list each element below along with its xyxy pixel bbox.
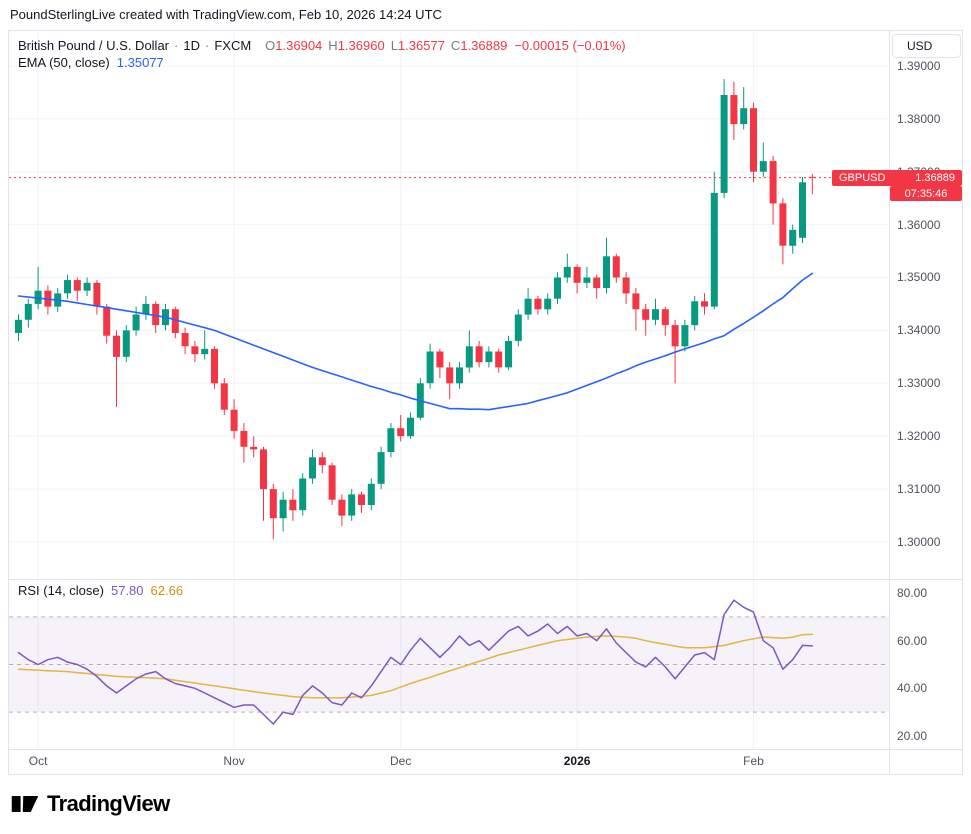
- last-price-label: GBPUSD 1.36889: [832, 170, 962, 186]
- price-tick-label: 1.30000: [897, 534, 941, 549]
- time-tick-label: Oct: [28, 754, 48, 768]
- time-tick-label: 2026: [563, 754, 591, 768]
- price-tick-label: 1.33000: [897, 376, 941, 391]
- ema-legend-row: EMA (50, close) 1.35077: [18, 54, 626, 71]
- symbol-title[interactable]: British Pound / U.S. Dollar: [18, 38, 170, 53]
- open-label: O: [265, 38, 276, 53]
- tradingview-logo-text: TradingView: [47, 791, 170, 816]
- ema-study-value: 1.35077: [116, 55, 164, 70]
- low-label: L: [390, 38, 398, 53]
- rsi-legend: RSI (14, close) 57.80 62.66: [18, 583, 190, 598]
- price-tick-label: 1.34000: [897, 323, 941, 338]
- interval-label[interactable]: 1D: [183, 38, 200, 53]
- time-tick-label: Nov: [223, 754, 245, 768]
- pane-separator[interactable]: [9, 579, 962, 580]
- time-tick-label: Dec: [390, 754, 412, 768]
- price-tick-label: 40.00: [897, 681, 928, 696]
- chart-widget: British Pound / U.S. Dollar · 1D · FXCM …: [8, 30, 963, 775]
- last-price-value: 1.36889: [915, 172, 955, 184]
- price-axis[interactable]: 1.390001.380001.370001.360001.350001.340…: [890, 31, 962, 748]
- price-tick-label: 60.00: [897, 633, 928, 648]
- ema-study-label[interactable]: EMA (50, close): [18, 55, 110, 70]
- price-tick-label: 1.39000: [897, 58, 941, 73]
- price-axis-separator: [889, 31, 890, 774]
- ohlc-values: O 1.36904 H 1.36960 L 1.36577 C 1.36889 −0.0…: [259, 38, 625, 53]
- price-tick-label: 1.32000: [897, 429, 941, 444]
- separator-dot: ·: [174, 38, 179, 53]
- price-tick-label: 20.00: [897, 728, 928, 743]
- rsi-ma-value: 62.66: [150, 583, 184, 598]
- high-label: H: [328, 38, 338, 53]
- price-tick-label: 80.00: [897, 586, 928, 601]
- symbol-legend-row: British Pound / U.S. Dollar · 1D · FXCM …: [18, 37, 626, 54]
- last-price-symbol: GBPUSD: [839, 172, 886, 184]
- separator-dot: ·: [204, 38, 210, 53]
- bar-countdown-label: 07:35:46: [890, 186, 962, 201]
- main-price-chart[interactable]: [9, 31, 889, 579]
- open-value: 1.36904: [275, 38, 323, 53]
- attribution-text: PoundSterlingLive created with TradingVi…: [10, 7, 442, 22]
- tradingview-logo-icon: [11, 796, 39, 812]
- exchange-label: FXCM: [214, 38, 252, 53]
- rsi-study-value: 57.80: [110, 583, 144, 598]
- time-axis-separator: [9, 749, 962, 750]
- time-tick-label: Feb: [743, 754, 764, 768]
- close-value: 1.36889: [460, 38, 508, 53]
- close-label: C: [450, 38, 461, 53]
- currency-unit-button[interactable]: USD: [892, 34, 961, 58]
- price-tick-label: 1.31000: [897, 482, 941, 497]
- rsi-study-label[interactable]: RSI (14, close): [18, 583, 104, 598]
- price-tick-label: 1.38000: [897, 111, 941, 126]
- chart-legend: British Pound / U.S. Dollar · 1D · FXCM …: [18, 37, 626, 71]
- price-tick-label: 1.35000: [897, 270, 941, 285]
- low-value: 1.36577: [397, 38, 445, 53]
- rsi-indicator-pane[interactable]: [9, 579, 889, 749]
- high-value: 1.36960: [337, 38, 385, 53]
- tradingview-footer[interactable]: TradingView: [10, 791, 170, 817]
- price-tick-label: 1.36000: [897, 217, 941, 232]
- time-axis[interactable]: Oct Nov Dec 2026 Feb: [9, 749, 889, 774]
- change-value: −0.00015 (−0.01%): [514, 38, 626, 53]
